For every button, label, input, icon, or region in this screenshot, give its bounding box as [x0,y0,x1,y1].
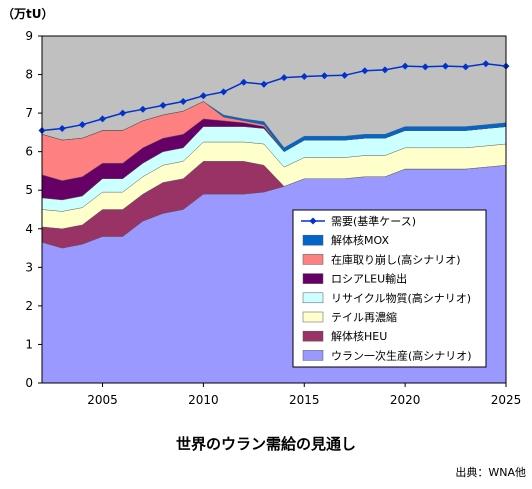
y-tick-label: 3 [25,260,33,274]
legend-item: 解体核MOX [302,233,389,247]
legend-label: リサイクル物質(高シナリオ) [331,291,471,305]
y-tick-label: 7 [25,106,33,120]
legend-item: 在庫取り崩し(高シナリオ) [302,252,461,266]
demand-point-2005 [99,115,107,123]
legend-label: 解体核HEU [331,329,387,343]
legend-swatch [302,350,324,361]
legend-item: 解体核HEU [302,329,387,343]
x-tick-label: 2025 [491,393,522,407]
demand-point-2016 [320,72,328,80]
demand-line [41,63,507,132]
demand-point-2011 [220,88,228,96]
demand-point-2021 [421,63,429,71]
demand-point-2004 [78,121,86,129]
legend-item: リサイクル物質(高シナリオ) [302,291,471,305]
y-tick-label: 2 [25,299,33,313]
demand-point-2009 [179,98,187,106]
demand-point-2003 [58,125,66,133]
demand-point-2019 [381,66,389,74]
demand-point-2022 [441,62,449,70]
legend-swatch [302,254,324,265]
demand-point-2018 [361,67,369,75]
y-tick-label: 5 [25,183,33,197]
y-tick-label: 1 [25,337,33,351]
legend-label: 解体核MOX [331,233,389,247]
y-tick-label: 8 [25,68,33,82]
y-axis: 0 1 2 3 4 5 6 7 8 9 [25,29,42,390]
y-tick-label: 9 [25,29,33,43]
legend-item: ウラン一次生産(高シナリオ) [302,348,472,362]
x-tick-label: 2005 [87,393,118,407]
legend-swatch [302,234,324,246]
legend-box [292,209,487,368]
legend-item: ロシアLEU輸出 [302,272,407,286]
x-tick-label: 2020 [390,393,421,407]
demand-point-2007 [139,105,147,113]
legend-demand-marker [309,217,317,225]
demand-point-2013 [260,80,268,88]
x-tick-label: 2010 [188,393,219,407]
y-tick-label: 4 [25,222,33,236]
demand-point-2006 [119,109,127,117]
y-tick-label: 6 [25,145,33,159]
legend-label: 需要(基準ケース) [331,214,416,228]
legend-label: ロシアLEU輸出 [331,272,407,286]
demand-point-2024 [482,60,490,68]
legend-label: 在庫取り崩し(高シナリオ) [331,252,461,266]
legend-swatch [302,292,324,304]
demand-point-2008 [159,101,167,109]
demand-point-2017 [341,71,349,79]
legend-label: テイル再濃縮 [331,310,397,324]
demand-point-2012 [240,78,248,86]
legend-item: テイル再濃縮 [302,310,397,324]
demand-point-2023 [462,63,470,71]
legend-swatch [302,330,324,342]
plot-border [41,35,507,384]
legend-swatch [302,273,324,284]
chart-title: 世界のウラン需給の見通し [176,435,356,453]
legend-label: ウラン一次生産(高シナリオ) [331,348,472,362]
y-axis-unit-label: （万tU） [2,6,53,21]
demand-point-2020 [401,62,409,70]
source-note: 出典：WNA他 [455,465,526,479]
demand-point-2014 [280,74,288,82]
demand-point-2010 [199,92,207,100]
legend-swatch [302,311,324,323]
x-axis: 2005 2010 2015 2020 2025 [87,383,521,407]
y-tick-label: 0 [25,376,33,390]
legend-item: 需要(基準ケース) [301,214,416,228]
x-tick-label: 2015 [289,393,320,407]
legend: 需要(基準ケース) 解体核MOX 在庫取り崩し(高シナリオ) ロシアLEU輸出リサイク… [292,209,487,368]
demand-point-2015 [300,72,308,80]
